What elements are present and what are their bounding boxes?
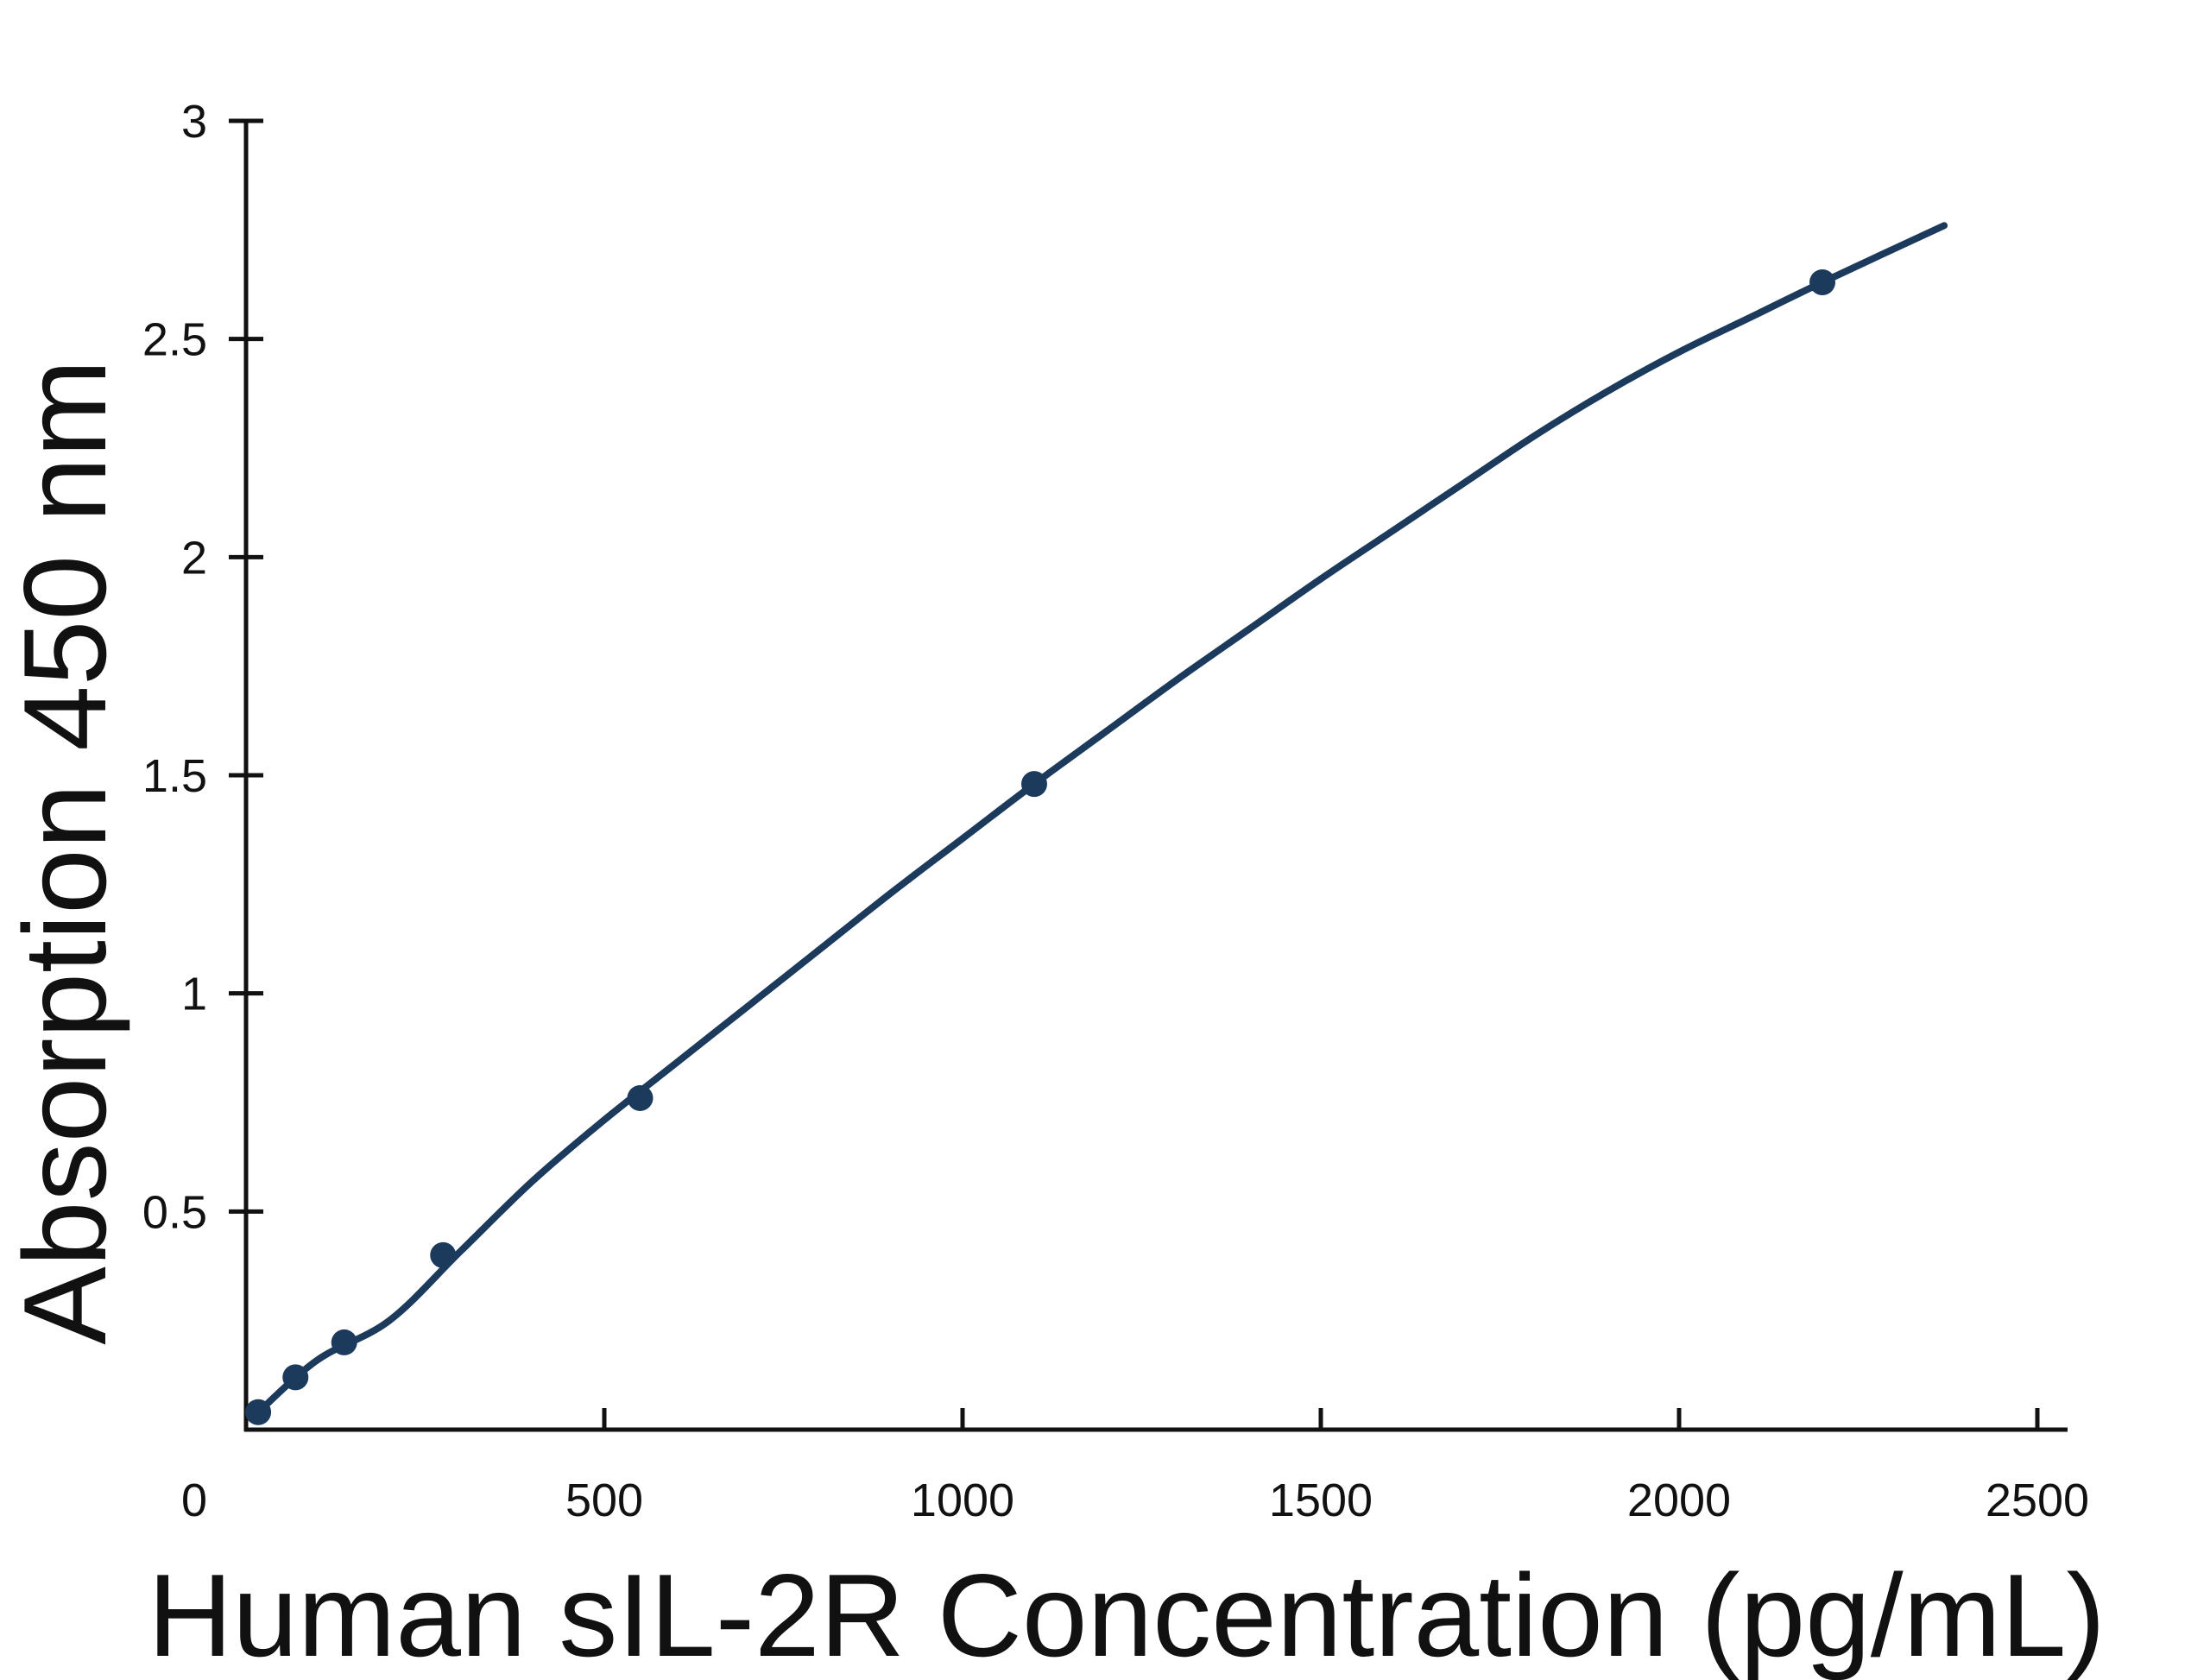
y-axis-title: Absorption 450 nm [0,359,130,1345]
data-point [331,1329,357,1355]
x-tick-label: 2500 [1986,1475,2089,1526]
series-layer [245,222,1948,1425]
y-tick-label: 1.5 [142,750,207,802]
x-axis-title: Human sIL-2R Concentration (pg/mL) [148,1550,2106,1680]
x-tick-label: 500 [565,1475,643,1526]
y-tick-label: 2 [181,532,207,584]
x-tick-label: 1500 [1269,1475,1373,1526]
data-point [1021,771,1047,798]
x-tick-label: 1000 [911,1475,1014,1526]
data-point [430,1241,457,1268]
x-tick-label: 0 [181,1475,207,1526]
axes [243,121,2068,1432]
y-ticks: 0.5 1 1.5 2 2.5 3 [142,96,263,1238]
data-point [245,1399,272,1425]
data-point [282,1364,309,1391]
data-point [1809,268,1835,295]
y-tick-label: 2.5 [142,314,207,366]
y-tick-label: 1 [181,969,207,1020]
fit-curve-line [255,222,1948,1416]
y-tick-label: 3 [181,96,207,148]
data-point [627,1084,654,1111]
x-tick-label: 2000 [1627,1475,1731,1526]
x-ticks: 0 500 1000 1500 2000 2500 [181,1408,2089,1526]
y-tick-label: 0.5 [142,1186,207,1238]
